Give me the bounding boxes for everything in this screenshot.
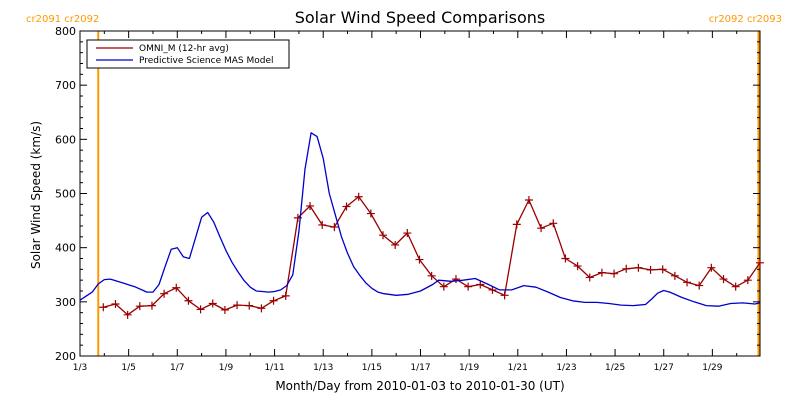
data-point-0 <box>707 263 716 272</box>
y-tick-label: 700 <box>55 79 76 92</box>
y-tick-label: 600 <box>55 133 76 146</box>
data-point-0 <box>257 304 266 313</box>
data-point-0 <box>743 276 752 285</box>
data-point-0 <box>719 275 728 284</box>
x-tick-label: 1/13 <box>313 363 333 373</box>
x-tick-label: 1/11 <box>264 363 284 373</box>
x-tick-label: 1/29 <box>702 363 722 373</box>
data-point-0 <box>196 305 205 314</box>
data-point-0 <box>342 202 351 211</box>
data-point-0 <box>756 258 764 267</box>
data-point-0 <box>561 254 570 263</box>
data-point-0 <box>646 265 655 274</box>
data-point-0 <box>597 268 606 277</box>
data-point-0 <box>585 273 594 282</box>
x-tick-label: 1/5 <box>121 363 135 373</box>
data-point-0 <box>99 303 108 312</box>
data-point-0 <box>354 192 363 201</box>
data-point-0 <box>208 299 217 308</box>
series-line-1 <box>79 132 761 307</box>
data-point-0 <box>500 291 509 300</box>
data-point-0 <box>537 224 546 233</box>
x-tick-label: 1/27 <box>654 363 674 373</box>
data-point-0 <box>573 262 582 271</box>
data-point-0 <box>476 280 485 289</box>
data-point-0 <box>549 219 558 228</box>
x-tick-label: 1/25 <box>605 363 625 373</box>
data-point-0 <box>318 220 327 229</box>
data-point-0 <box>464 282 473 291</box>
data-point-0 <box>135 302 144 311</box>
legend-label-omni: OMNI_M (12-hr avg) <box>139 44 229 54</box>
data-point-0 <box>160 289 169 298</box>
data-point-0 <box>147 301 156 310</box>
legend-box <box>86 39 290 69</box>
x-tick-label: 1/9 <box>219 363 234 373</box>
data-point-0 <box>622 264 631 273</box>
data-point-0 <box>403 229 412 238</box>
axes: 200 300 400 500 600 700 800 1/3 1/5 1/7 1/9 1/11 1/1… <box>55 25 761 373</box>
data-point-0 <box>123 310 132 319</box>
data-point-0 <box>220 305 229 314</box>
data-point-0 <box>512 220 521 229</box>
data-point-0 <box>451 275 460 284</box>
data-point-0 <box>366 209 375 218</box>
x-axis-title: Month/Day from 2010-01-03 to 2010-01-30 … <box>275 379 564 393</box>
series-layer <box>79 132 764 319</box>
x-tick-label: 1/17 <box>410 363 430 373</box>
data-point-0 <box>269 296 278 305</box>
data-point-0 <box>391 240 400 249</box>
data-point-0 <box>610 269 619 278</box>
data-point-0 <box>111 300 120 308</box>
y-tick-label: 800 <box>55 25 76 38</box>
data-point-0 <box>415 255 424 264</box>
legend-label-mas: Predictive Science MAS Model <box>139 56 274 66</box>
data-point-0 <box>683 278 692 287</box>
data-point-0 <box>488 285 497 294</box>
x-tick-label: 1/3 <box>73 363 87 373</box>
data-point-0 <box>670 271 679 280</box>
legend: OMNI_M (12-hr avg) Predictive Science MA… <box>86 39 290 69</box>
data-point-0 <box>524 196 533 204</box>
chart-title: Solar Wind Speed Comparisons <box>295 8 546 27</box>
x-tick-label: 1/23 <box>556 363 576 373</box>
x-tick-label: 1/15 <box>362 363 382 373</box>
data-point-0 <box>281 291 290 300</box>
data-point-0 <box>427 271 436 280</box>
data-point-0 <box>695 281 704 290</box>
data-point-0 <box>731 282 740 291</box>
x-tick-label: 1/19 <box>459 363 479 373</box>
y-tick-label: 200 <box>55 350 76 363</box>
data-point-0 <box>184 296 193 305</box>
y-tick-label: 300 <box>55 296 76 309</box>
data-point-0 <box>233 301 242 310</box>
rotation-label-left: cr2091 cr2092 <box>26 14 99 25</box>
x-tick-label: 1/7 <box>170 363 184 373</box>
y-tick-label: 400 <box>55 242 76 255</box>
x-tick-label: 1/21 <box>508 363 528 373</box>
data-point-0 <box>634 263 643 272</box>
data-point-0 <box>306 201 315 210</box>
y-tick-label: 500 <box>55 188 76 201</box>
data-point-0 <box>379 231 388 240</box>
data-point-0 <box>658 265 667 274</box>
data-point-0 <box>172 283 181 292</box>
data-point-0 <box>245 301 254 310</box>
y-axis-title: Solar Wind Speed (km/s) <box>29 121 43 269</box>
data-point-0 <box>330 223 339 232</box>
data-point-0 <box>439 282 448 291</box>
rotation-label-right: cr2092 cr2093 <box>709 14 782 25</box>
